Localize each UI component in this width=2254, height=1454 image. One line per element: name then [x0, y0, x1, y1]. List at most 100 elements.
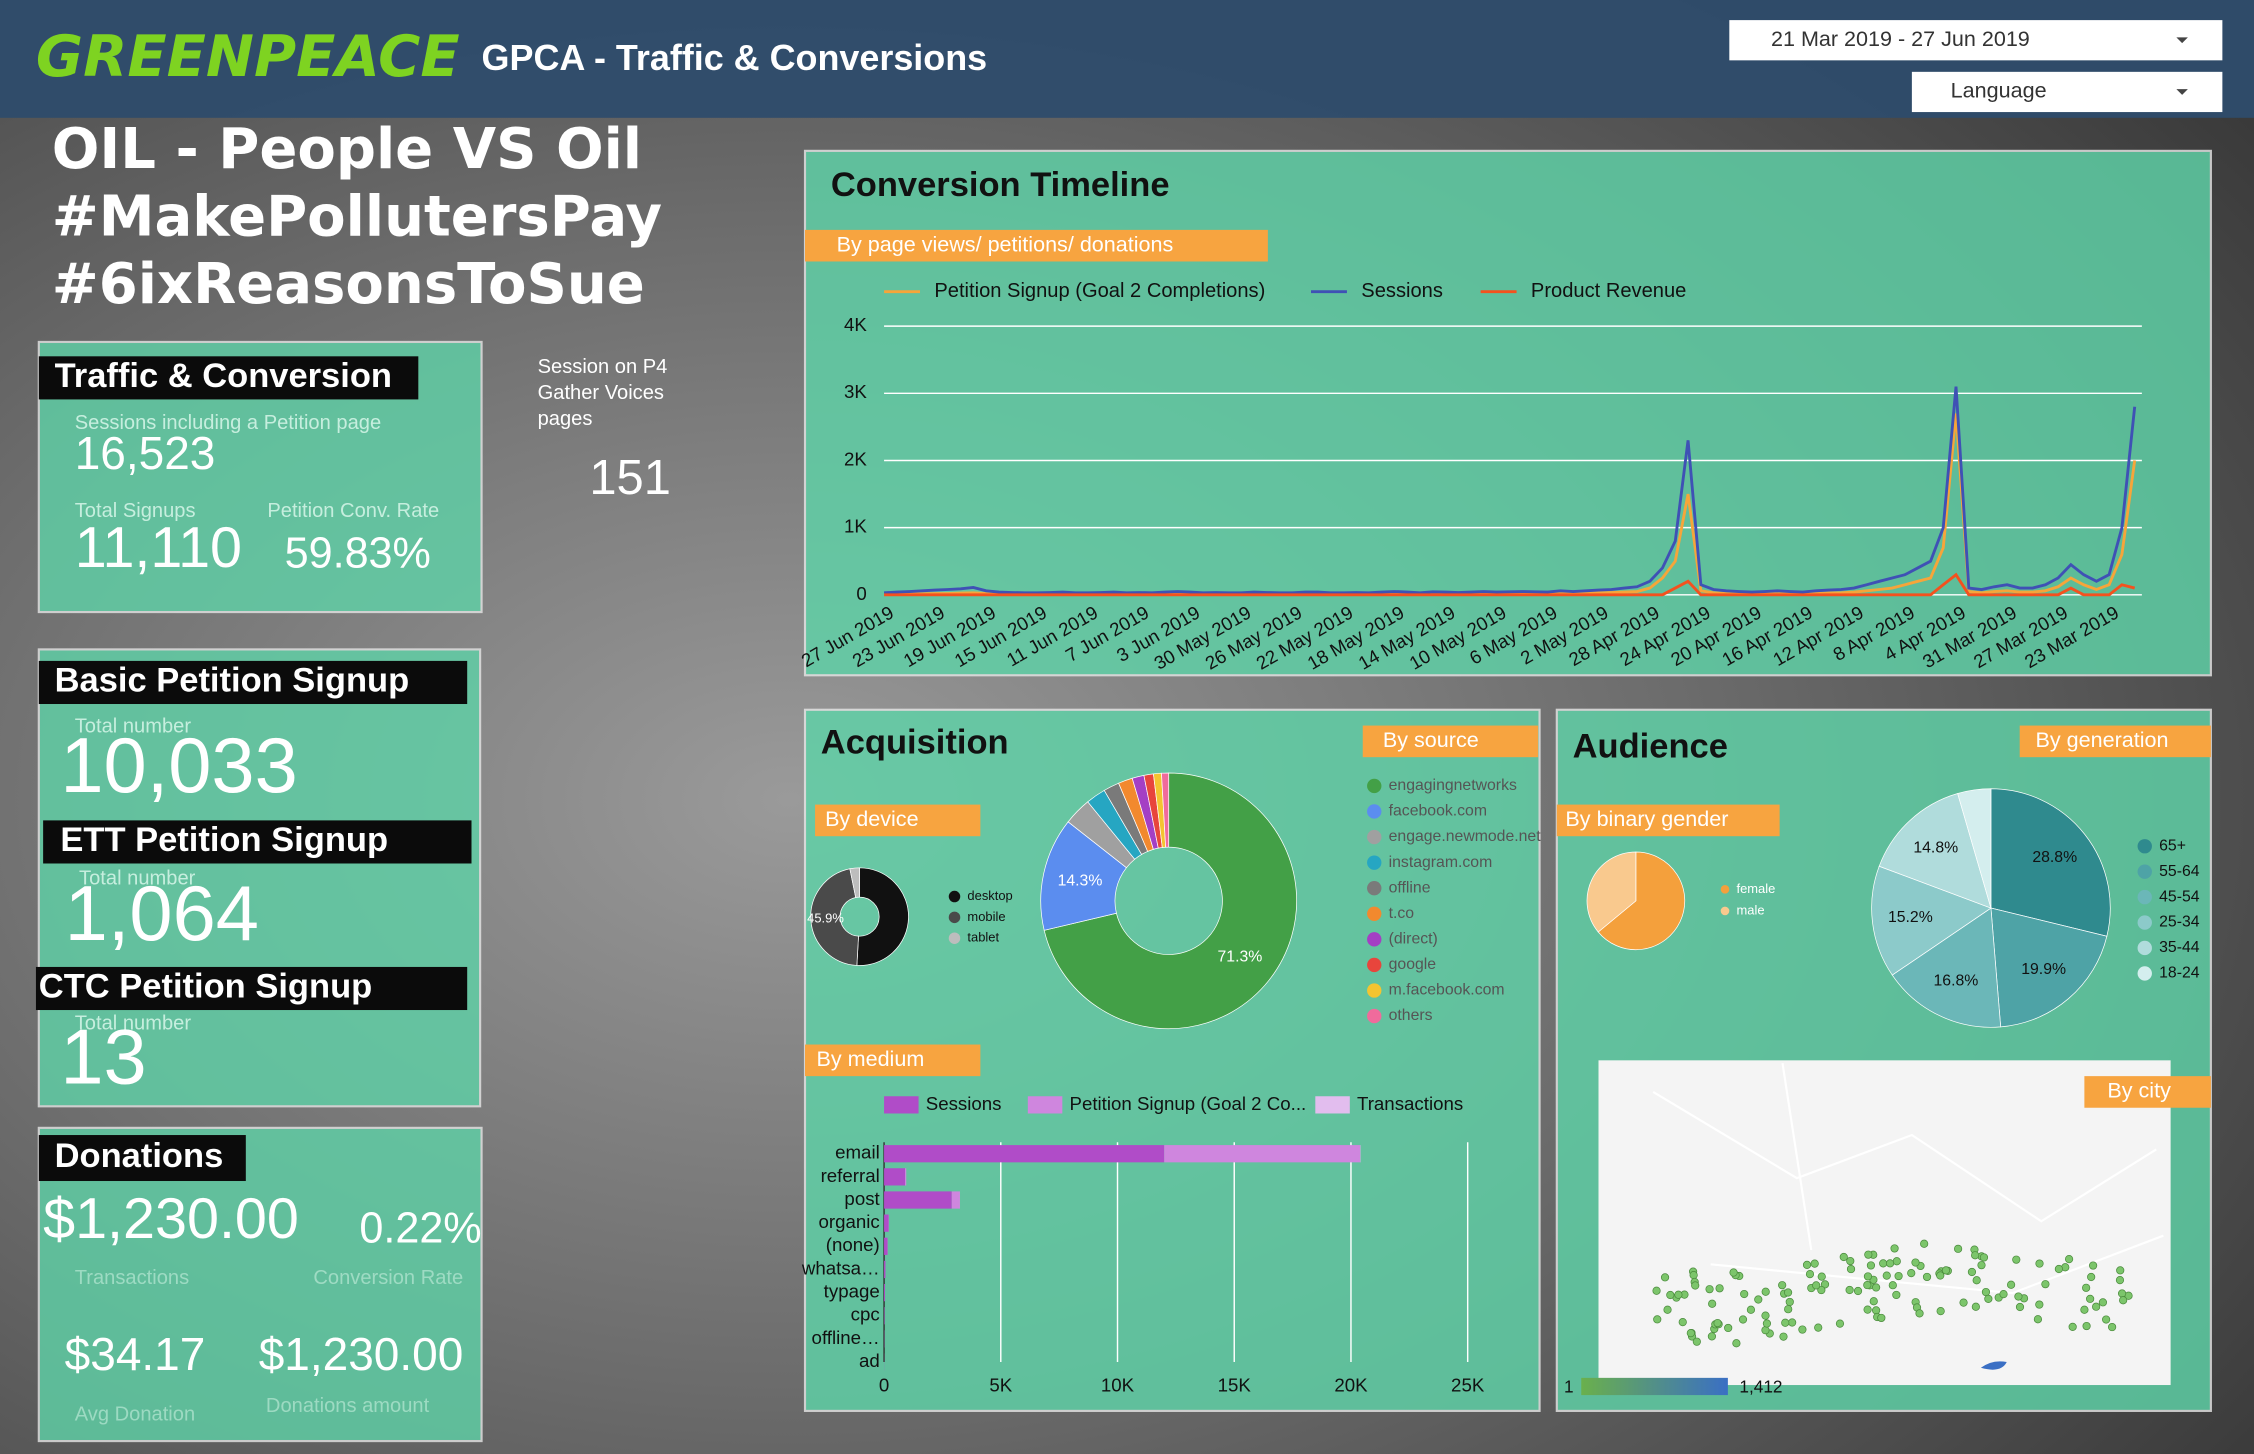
map-dot — [1810, 1259, 1819, 1268]
map-title: By city — [2107, 1078, 2171, 1103]
subtitle-box — [1362, 725, 1539, 758]
map-dot — [1907, 1269, 1916, 1278]
legend-label: google — [1389, 956, 1437, 973]
map-dot — [1817, 1272, 1826, 1281]
map-dot — [1705, 1285, 1714, 1294]
map-dot — [1972, 1276, 1981, 1285]
map-dot — [1802, 1260, 1812, 1269]
kpi-label: Donations amount — [266, 1395, 430, 1417]
map-dot — [1890, 1244, 1899, 1253]
legend-swatch — [948, 890, 961, 903]
map-dot — [1920, 1239, 1929, 1248]
title-box — [35, 966, 468, 1011]
legend-swatch — [1367, 855, 1382, 870]
map-dot — [1788, 1318, 1797, 1327]
kpi-value: 10,033 — [60, 723, 297, 809]
map-dot — [1911, 1258, 1920, 1267]
language-select[interactable] — [1911, 71, 2223, 113]
bar — [884, 1214, 889, 1232]
legend-swatch — [2137, 839, 2152, 854]
pie-slice — [1043, 772, 1297, 1030]
panel-title: ETT Petition Signup — [60, 821, 388, 859]
pie-slice — [849, 867, 860, 898]
map-dot — [1959, 1298, 1968, 1307]
map-dot — [1869, 1297, 1878, 1306]
map-dot — [1812, 1281, 1821, 1290]
pie-slice — [1990, 788, 2111, 937]
pie-slice — [810, 868, 859, 966]
map-dot — [1732, 1339, 1741, 1348]
map-dot — [1888, 1281, 1897, 1290]
legend-label: Petition Signup (Goal 2 Co... — [1070, 1093, 1307, 1114]
chart-title: Conversion Timeline — [831, 166, 1170, 204]
bar — [884, 1168, 906, 1186]
map-dot — [1691, 1281, 1700, 1290]
legend-swatch — [948, 911, 961, 924]
kpi-label: Total number — [75, 715, 192, 737]
date-picker[interactable] — [1729, 20, 2223, 61]
map-dot — [2012, 1255, 2021, 1264]
map-dot — [2092, 1302, 2101, 1311]
kpi-label: Total Signups — [75, 500, 196, 522]
scale-min: 1 — [1564, 1376, 1574, 1396]
pie-slice — [856, 867, 909, 966]
map-dot — [1853, 1286, 1863, 1296]
y-tick-label: ad — [859, 1350, 880, 1371]
logo: GREENPEACE — [36, 23, 460, 90]
legend-swatch — [1367, 1008, 1382, 1024]
legend-swatch — [1367, 804, 1382, 819]
subtitle-box — [2084, 1076, 2211, 1108]
slice-label: 45.9% — [807, 911, 844, 926]
slice-label: 19.9% — [2021, 961, 2066, 978]
map-dot — [1820, 1280, 1830, 1289]
map-dot — [1967, 1267, 1977, 1277]
map-dot — [1779, 1332, 1788, 1341]
map-dot — [1754, 1295, 1763, 1304]
subtitle-box — [805, 229, 1268, 262]
legend-swatch — [1720, 885, 1730, 894]
map-dot — [1977, 1261, 1986, 1270]
panel-title: CTC Petition Signup — [39, 968, 372, 1006]
map-dot — [1846, 1256, 1855, 1266]
map-dot — [1922, 1272, 1932, 1282]
pie-slice — [1990, 907, 2108, 1028]
panel-title: Audience — [1573, 728, 1728, 766]
map-dot — [1846, 1264, 1856, 1274]
map-dot — [1979, 1253, 1989, 1262]
map-dot — [1738, 1315, 1748, 1324]
slice-label: 14.8% — [1913, 840, 1958, 857]
map-dot — [1814, 1323, 1823, 1332]
map-dot — [2035, 1300, 2044, 1309]
language-label[interactable]: Language — [1951, 78, 2047, 103]
kpi-value: 1,064 — [65, 871, 259, 957]
map-dot — [1713, 1318, 1722, 1328]
y-tick-label: cpc — [851, 1304, 880, 1325]
map-dot — [1762, 1319, 1772, 1328]
legend-swatch — [1367, 829, 1382, 845]
map-dot — [1761, 1287, 1770, 1296]
chart-subtitle: By medium — [817, 1046, 925, 1071]
map-dot — [1915, 1309, 1924, 1318]
color-scale — [1581, 1377, 1728, 1396]
legend-swatch — [948, 932, 961, 944]
legend-swatch — [1367, 983, 1382, 998]
map-dot — [2108, 1322, 2117, 1332]
legend-swatch — [1315, 1096, 1350, 1114]
legend-label: offline — [1389, 879, 1431, 896]
subtitle-box — [815, 804, 981, 837]
legend-label: 18-24 — [2159, 965, 2200, 982]
x-tick-label: 25K — [1451, 1374, 1485, 1395]
map-dot — [2115, 1276, 2125, 1285]
map-dot — [1892, 1257, 1901, 1266]
y-tick-label: post — [844, 1188, 880, 1209]
legend-label: male — [1737, 902, 1765, 917]
date-range[interactable]: 21 Mar 2019 - 27 Jun 2019 — [1771, 26, 2030, 51]
map-dot — [1845, 1285, 1854, 1295]
subtitle-box — [2019, 725, 2211, 758]
legend-swatch — [2137, 864, 2152, 879]
x-tick-label: 10K — [1101, 1374, 1135, 1395]
legend-label: 25-34 — [2159, 914, 2200, 931]
legend-swatch — [1367, 778, 1382, 794]
y-tick-label: 0 — [856, 583, 866, 604]
